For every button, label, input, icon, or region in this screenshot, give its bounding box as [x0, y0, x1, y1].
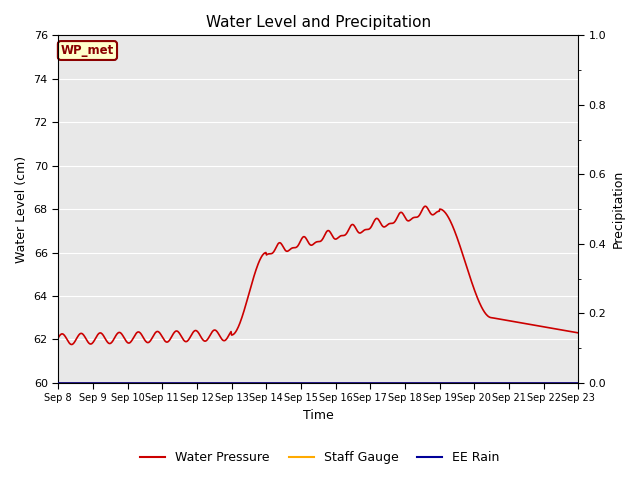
Text: WP_met: WP_met [61, 44, 114, 57]
X-axis label: Time: Time [303, 409, 333, 422]
Y-axis label: Precipitation: Precipitation [612, 170, 625, 248]
Legend: Water Pressure, Staff Gauge, EE Rain: Water Pressure, Staff Gauge, EE Rain [136, 446, 504, 469]
Title: Water Level and Precipitation: Water Level and Precipitation [205, 15, 431, 30]
Y-axis label: Water Level (cm): Water Level (cm) [15, 156, 28, 263]
